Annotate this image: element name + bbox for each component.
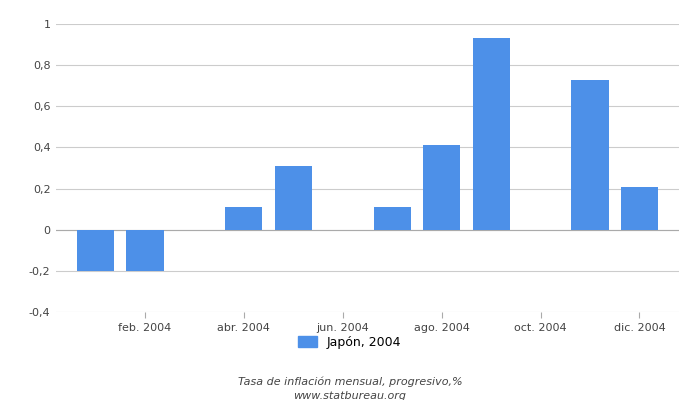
Bar (423, 145, 460, 230)
Bar (275, 166, 312, 230)
Bar (374, 207, 411, 230)
Text: www.statbureau.org: www.statbureau.org (293, 391, 407, 400)
Bar (571, 80, 608, 230)
Legend: Japón, 2004: Japón, 2004 (293, 331, 407, 354)
Bar (77, 230, 114, 271)
Text: Tasa de inflación mensual, progresivo,%: Tasa de inflación mensual, progresivo,% (238, 377, 462, 387)
Bar (127, 230, 164, 271)
Bar (473, 38, 510, 230)
Bar (621, 186, 658, 230)
Bar (225, 207, 262, 230)
